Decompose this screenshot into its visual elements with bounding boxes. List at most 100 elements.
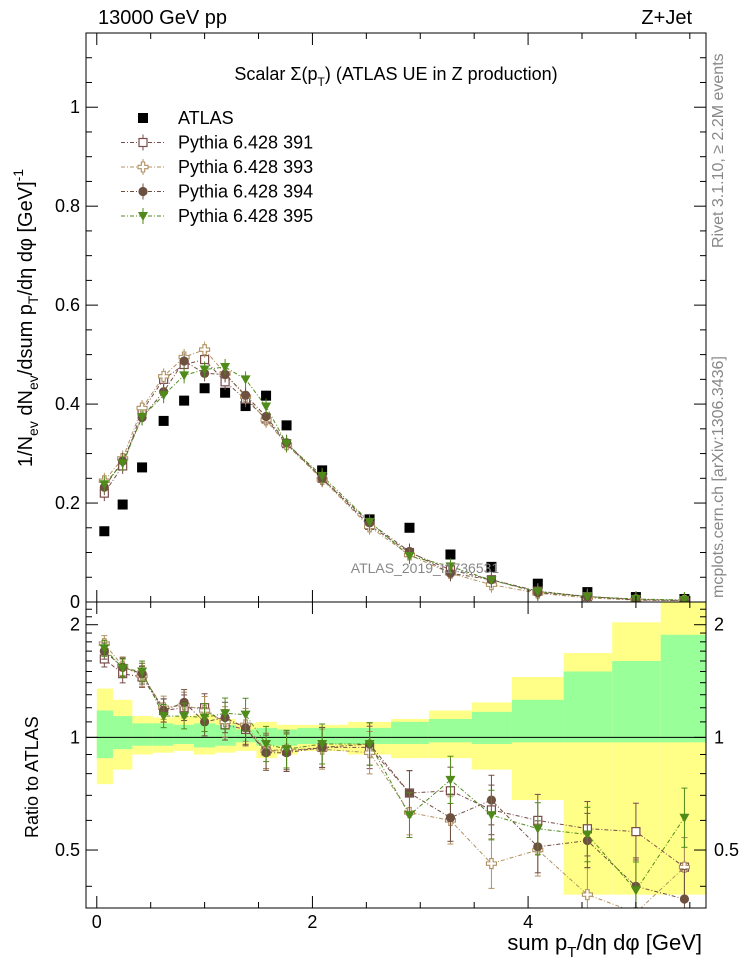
data-point bbox=[404, 551, 415, 561]
ratio-y-tick-label: 2 bbox=[70, 615, 80, 635]
data-point bbox=[281, 439, 292, 449]
y-tick-label: 0 bbox=[70, 592, 80, 612]
data-point bbox=[486, 811, 497, 821]
data-point bbox=[582, 830, 593, 840]
data-point bbox=[445, 775, 456, 785]
x-tick-label: 2 bbox=[307, 912, 317, 932]
data-point bbox=[199, 344, 211, 356]
uncertainty-band-inner bbox=[297, 727, 349, 745]
data-point bbox=[486, 576, 497, 586]
data-point bbox=[679, 894, 690, 904]
y-tick-label: 0.8 bbox=[55, 196, 80, 216]
data-point bbox=[261, 402, 272, 412]
data-point bbox=[179, 395, 190, 406]
data-point bbox=[117, 664, 128, 674]
data-point bbox=[158, 391, 169, 401]
ratio-y-tick-label-right: 2 bbox=[714, 615, 724, 635]
data-point bbox=[364, 740, 375, 750]
data-point bbox=[199, 383, 210, 394]
data-point bbox=[633, 907, 639, 908]
watermark: ATLAS_2019_I1736531 bbox=[351, 560, 500, 576]
data-point bbox=[445, 813, 456, 823]
uncertainty-band-inner bbox=[152, 723, 174, 746]
data-point bbox=[445, 549, 456, 560]
data-point bbox=[179, 697, 189, 708]
data-point bbox=[486, 561, 497, 572]
data-point bbox=[138, 212, 148, 221]
data-point bbox=[261, 411, 271, 422]
data-point bbox=[281, 420, 292, 431]
data-point bbox=[158, 712, 169, 722]
mcplots-label: mcplots.cern.ch [arXiv:1306.3436] bbox=[710, 356, 727, 598]
ratio-y-tick-label-right: 1 bbox=[714, 727, 724, 747]
data-point bbox=[240, 390, 251, 400]
ratio-panel: 0.5 0.5 1 1 2 2 0 2 4 Ratio to ATLAS sum pT/dη d… bbox=[22, 601, 739, 961]
main-panel: 0 0.2 0.4 0.6 0.8 1 Scalar Σ(pT) (ATLAS UE in… bbox=[10, 32, 707, 612]
data-point bbox=[137, 667, 148, 677]
data-point bbox=[137, 161, 149, 173]
data-point bbox=[138, 186, 148, 197]
legend: ATLAS Pythia 6.428 391 Pythia 6.428 393 Pyt… bbox=[121, 108, 313, 226]
uncertainty-band-inner bbox=[563, 671, 613, 743]
data-point bbox=[445, 562, 456, 572]
x-tick-label: 4 bbox=[523, 912, 533, 932]
uncertainty-band-inner bbox=[391, 721, 429, 745]
ratio-frame bbox=[85, 601, 707, 909]
data-point bbox=[404, 522, 415, 533]
uncertainty-band-inner bbox=[256, 727, 277, 746]
data-point bbox=[404, 811, 415, 821]
legend-label: Pythia 6.428 393 bbox=[178, 157, 313, 177]
data-point bbox=[261, 390, 272, 401]
ratio-y-tick-label: 0.5 bbox=[55, 840, 80, 860]
data-point bbox=[220, 362, 231, 372]
uncertainty-band-inner bbox=[428, 718, 473, 743]
data-point bbox=[317, 471, 328, 481]
x-axis-label: sum pT/dη dφ [GeV] bbox=[507, 930, 702, 961]
data-point bbox=[485, 858, 497, 870]
data-point bbox=[240, 710, 251, 720]
data-point bbox=[138, 137, 148, 148]
uncertainty-band-inner bbox=[173, 724, 194, 745]
header-left: 13000 GeV pp bbox=[98, 7, 227, 29]
series-pythia-6-428-395 bbox=[99, 358, 690, 602]
x-tick-label: 0 bbox=[92, 912, 102, 932]
data-point bbox=[220, 387, 231, 398]
uncertainty-band-inner bbox=[612, 660, 661, 743]
uncertainty-band-inner bbox=[472, 711, 512, 745]
legend-label: Pythia 6.428 394 bbox=[178, 182, 313, 202]
data-point bbox=[261, 740, 272, 750]
legend-label: ATLAS bbox=[178, 108, 234, 128]
uncertainty-band-inner bbox=[112, 716, 133, 750]
y-tick-label: 0.4 bbox=[55, 394, 80, 414]
data-point bbox=[532, 587, 543, 597]
data-point bbox=[532, 824, 543, 834]
ratio-series-pythia-6-428-395 bbox=[99, 639, 690, 908]
chart-title: Scalar Σ(pT) (ATLAS UE in Z production) bbox=[234, 64, 557, 89]
data-point bbox=[199, 365, 210, 375]
data-point bbox=[117, 499, 128, 510]
data-point bbox=[364, 517, 375, 527]
header-right: Z+Jet bbox=[641, 7, 692, 29]
data-point bbox=[240, 375, 251, 385]
data-point bbox=[117, 459, 128, 469]
data-point bbox=[179, 712, 190, 722]
rivet-label: Rivet 3.1.10, ≥ 2.2M events bbox=[710, 53, 727, 248]
data-point bbox=[179, 371, 190, 381]
data-point bbox=[179, 356, 189, 366]
data-point bbox=[137, 462, 148, 473]
y-tick-label: 0.6 bbox=[55, 295, 80, 315]
y-tick-label: 0.2 bbox=[55, 493, 80, 513]
data-point bbox=[199, 713, 210, 723]
data-point bbox=[138, 113, 148, 123]
data-point bbox=[678, 861, 690, 873]
data-point bbox=[679, 596, 690, 602]
ratio-y-tick-label-right: 0.5 bbox=[714, 840, 739, 860]
data-point bbox=[99, 644, 110, 654]
data-point bbox=[581, 889, 593, 901]
uncertainty-band-inner bbox=[215, 724, 236, 746]
uncertainty-band-inner bbox=[132, 723, 153, 746]
data-point bbox=[220, 709, 231, 719]
data-point bbox=[582, 592, 593, 602]
ratio-y-axis-label: Ratio to ATLAS bbox=[22, 716, 42, 838]
